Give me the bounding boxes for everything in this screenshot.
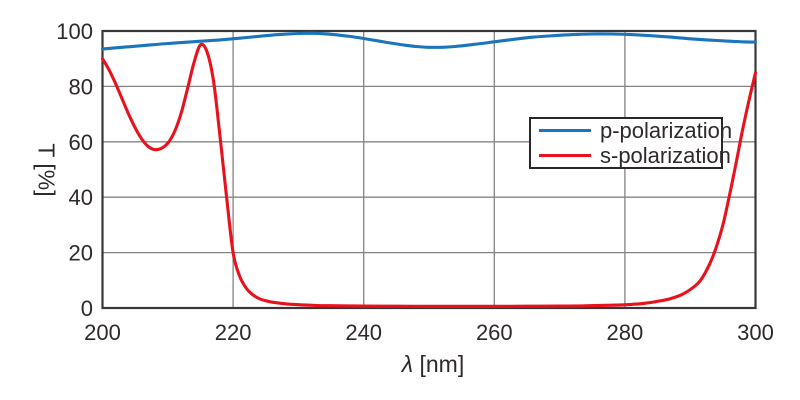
x-tick-label: 260 — [476, 320, 513, 345]
x-tick-label: 300 — [737, 320, 774, 345]
plot-frame — [101, 29, 757, 310]
x-axis-unit: [nm] — [419, 351, 465, 377]
p-polarization-line-swatch — [539, 129, 591, 132]
legend-label-p-polarization: p-polarization — [600, 117, 733, 143]
s-polarization-line-swatch — [539, 154, 591, 157]
legend: p-polarization s-polarization — [529, 117, 732, 169]
x-tick-label: 220 — [215, 320, 252, 345]
y-tick-label: 40 — [69, 185, 93, 210]
y-tick-label: 60 — [69, 130, 93, 155]
x-axis-symbol: λ — [401, 351, 414, 377]
x-tick-label: 200 — [84, 320, 121, 345]
x-tick-label: 280 — [607, 320, 644, 345]
legend-item-s-polarization: s-polarization — [539, 144, 731, 167]
x-axis-label: λ [nm] — [402, 351, 464, 378]
legend-item-p-polarization: p-polarization — [539, 119, 732, 142]
s-polarization-curve — [100, 42, 758, 308]
y-tick-label: 0 — [81, 296, 93, 321]
legend-label-s-polarization: s-polarization — [600, 142, 731, 168]
x-tick-label: 240 — [345, 320, 382, 345]
y-tick-label: 80 — [69, 74, 93, 99]
y-tick-label: 100 — [56, 19, 93, 44]
p-polarization-curve — [100, 31, 758, 51]
y-tick-label: 20 — [69, 241, 93, 266]
y-axis-label: T [%] — [33, 143, 60, 197]
